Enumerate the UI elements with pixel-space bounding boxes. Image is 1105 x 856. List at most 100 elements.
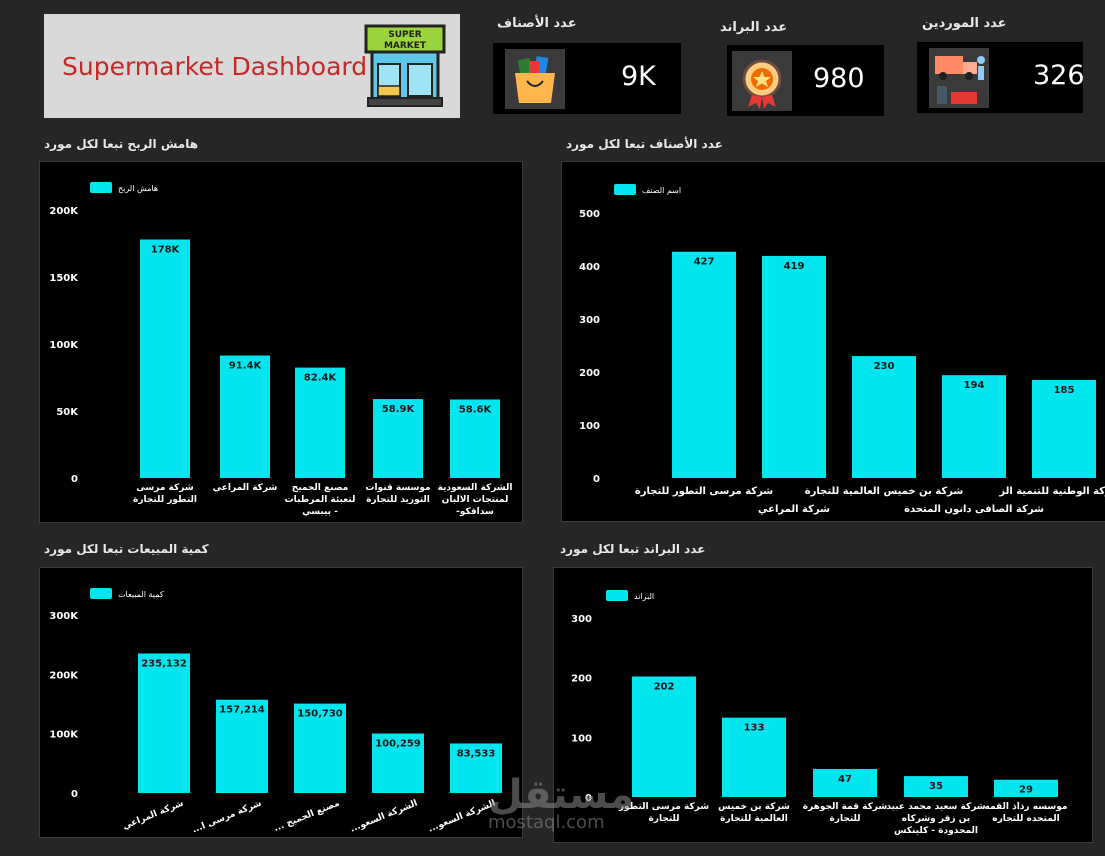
data-label: 202 xyxy=(654,681,675,692)
data-label: 150,730 xyxy=(297,709,343,720)
legend-swatch xyxy=(90,182,112,193)
bar[interactable] xyxy=(942,375,1006,478)
x-tick-label: شركة قمة الجوهرة xyxy=(803,802,888,812)
data-label: 133 xyxy=(744,723,765,734)
bar[interactable] xyxy=(294,703,346,793)
chart-items-title: عدد الأصناف تبعا لكل مورد xyxy=(566,137,723,151)
bar[interactable] xyxy=(904,776,968,797)
x-tick-label: المتحده للتجاره xyxy=(992,814,1059,824)
bar[interactable] xyxy=(722,717,786,797)
legend-swatch xyxy=(614,184,636,195)
kpi-suppliers-value: 326 xyxy=(1033,60,1085,91)
kpi-suppliers-label: عدد الموردين xyxy=(922,16,1007,31)
y-tick-label: 300 xyxy=(579,315,600,326)
y-tick-label: 150K xyxy=(49,273,79,284)
dashboard-title-card: Supermarket Dashboard SUPER MARKET xyxy=(44,14,460,118)
chart-profit-title: هامش الربح تبعا لكل مورد xyxy=(44,137,199,151)
y-tick-label: 100K xyxy=(49,340,79,351)
x-tick-label: للتجارة xyxy=(648,814,679,824)
y-tick-label: 100 xyxy=(571,733,592,744)
data-label: 47 xyxy=(838,774,852,785)
x-tick-label: الشركة السعودية xyxy=(438,483,513,493)
data-label: 58.6K xyxy=(459,404,493,415)
bar[interactable] xyxy=(632,676,696,797)
y-tick-label: 0 xyxy=(71,789,78,800)
bar[interactable] xyxy=(1032,379,1096,478)
x-tick-label: لتعبئة المرطبات xyxy=(285,495,356,505)
bar[interactable] xyxy=(295,367,345,478)
chart-profit-panel: هامش الربح 0 50K 100K 150K 200K 178K شركة مرسى ا… xyxy=(39,161,523,523)
kpi-items-label: عدد الأصناف xyxy=(497,16,577,31)
x-tick-label: مصنع الجميح xyxy=(292,483,349,493)
y-tick-label: 300 xyxy=(571,614,592,625)
data-label: 194 xyxy=(964,380,985,391)
bar[interactable] xyxy=(450,743,502,793)
bar[interactable] xyxy=(762,255,826,478)
chart-svg-1: اسم الصنف 0 100 200 300 400 500 427 شركة مرسى ال… xyxy=(579,184,1105,515)
x-tick-label: سدافكو- xyxy=(456,507,494,517)
bar[interactable] xyxy=(220,355,270,478)
watermark: مستقل mostaql.com xyxy=(488,772,634,833)
bar[interactable] xyxy=(373,399,423,478)
supermarket-store-icon: SUPER MARKET xyxy=(364,24,446,107)
kpi-brands-label: عدد البراند xyxy=(720,20,788,35)
y-tick-label: 200K xyxy=(49,206,79,217)
bar[interactable] xyxy=(372,733,424,793)
kpi-items-value: 9K xyxy=(621,61,656,92)
x-tick-label: التطور للتجارة xyxy=(133,495,197,505)
y-tick-label: 100 xyxy=(579,421,600,432)
chart-sales-title: كمية المبيعات تبعا لكل مورد xyxy=(44,542,209,556)
bar[interactable] xyxy=(852,356,916,478)
bar[interactable] xyxy=(813,768,877,797)
kpi-items-card: 9K xyxy=(493,43,681,114)
logo-text-bottom: MARKET xyxy=(384,41,427,51)
x-tick-label: مصنع الجميح ... xyxy=(273,799,342,834)
chart-svg-3: البراند 0 100 200 300 202 شركة مرسى التطور للتج… xyxy=(571,590,1068,836)
legend-label: كمية المبيعات xyxy=(118,590,164,599)
chart-svg-2: كمية المبيعات 0 100K 200K 300K 235,132 شركة ال… xyxy=(49,588,502,835)
y-tick-label: 500 xyxy=(579,209,600,220)
award-badge-icon xyxy=(732,51,792,111)
legend-label: هامش الربح xyxy=(118,184,158,193)
x-tick-label: شركة بن خميس العالمية للتجارة xyxy=(805,486,964,497)
y-tick-label: 300K xyxy=(49,611,79,622)
kpi-brands-card: 980 xyxy=(727,45,884,116)
chart-brands-title: عدد البراند تبعا لكل مورد xyxy=(560,542,706,556)
dashboard-title: Supermarket Dashboard xyxy=(62,52,368,81)
y-tick-label: 400 xyxy=(579,262,600,273)
y-tick-label: 0 xyxy=(71,474,78,485)
data-label: 82.4K xyxy=(304,373,338,384)
x-tick-label: شركة مرسى التطور للتجارة xyxy=(635,486,773,497)
bar[interactable] xyxy=(450,399,500,478)
legend-label: اسم الصنف xyxy=(642,186,681,195)
x-tick-label: العالمية للتجارة xyxy=(720,814,788,824)
x-tick-label: الشركة السعو... xyxy=(427,799,497,835)
kpi-suppliers-card: 326 xyxy=(917,42,1085,113)
logo-text-top: SUPER xyxy=(388,30,422,40)
x-tick-label: شركة مرسى ا... xyxy=(191,798,263,835)
data-label: 419 xyxy=(784,261,805,272)
chart-brands-panel: البراند 0 100 200 300 202 شركة مرسى التطور للتج… xyxy=(553,567,1093,843)
bar[interactable] xyxy=(140,239,190,478)
bar[interactable] xyxy=(138,653,190,793)
watermark-latin: mostaql.com xyxy=(488,812,605,833)
data-label: 83,533 xyxy=(457,748,496,759)
data-label: 29 xyxy=(1019,785,1033,796)
x-tick-label: موسسه رذاذ القمه xyxy=(985,802,1068,812)
y-tick-label: 200K xyxy=(49,670,79,681)
data-label: 178K xyxy=(151,244,181,255)
x-tick-label: التوريد للتجارة xyxy=(366,495,430,505)
y-tick-label: 0 xyxy=(585,793,592,804)
x-tick-label: شركة المراعي xyxy=(758,504,830,515)
x-tick-label: شركة مرسى xyxy=(136,483,194,493)
bar[interactable] xyxy=(216,699,268,793)
data-label: 185 xyxy=(1054,385,1075,396)
y-tick-label: 50K xyxy=(56,407,79,418)
delivery-truck-icon xyxy=(929,48,989,108)
data-label: 35 xyxy=(929,781,943,792)
chart-items-panel: اسم الصنف 0 100 200 300 400 500 427 شركة مرسى ال… xyxy=(561,161,1105,522)
bar[interactable] xyxy=(672,251,736,478)
watermark-arabic: مستقل xyxy=(488,772,635,818)
bar[interactable] xyxy=(994,779,1058,797)
x-tick-label: شركة سعيد محمد عبيد xyxy=(886,802,985,812)
